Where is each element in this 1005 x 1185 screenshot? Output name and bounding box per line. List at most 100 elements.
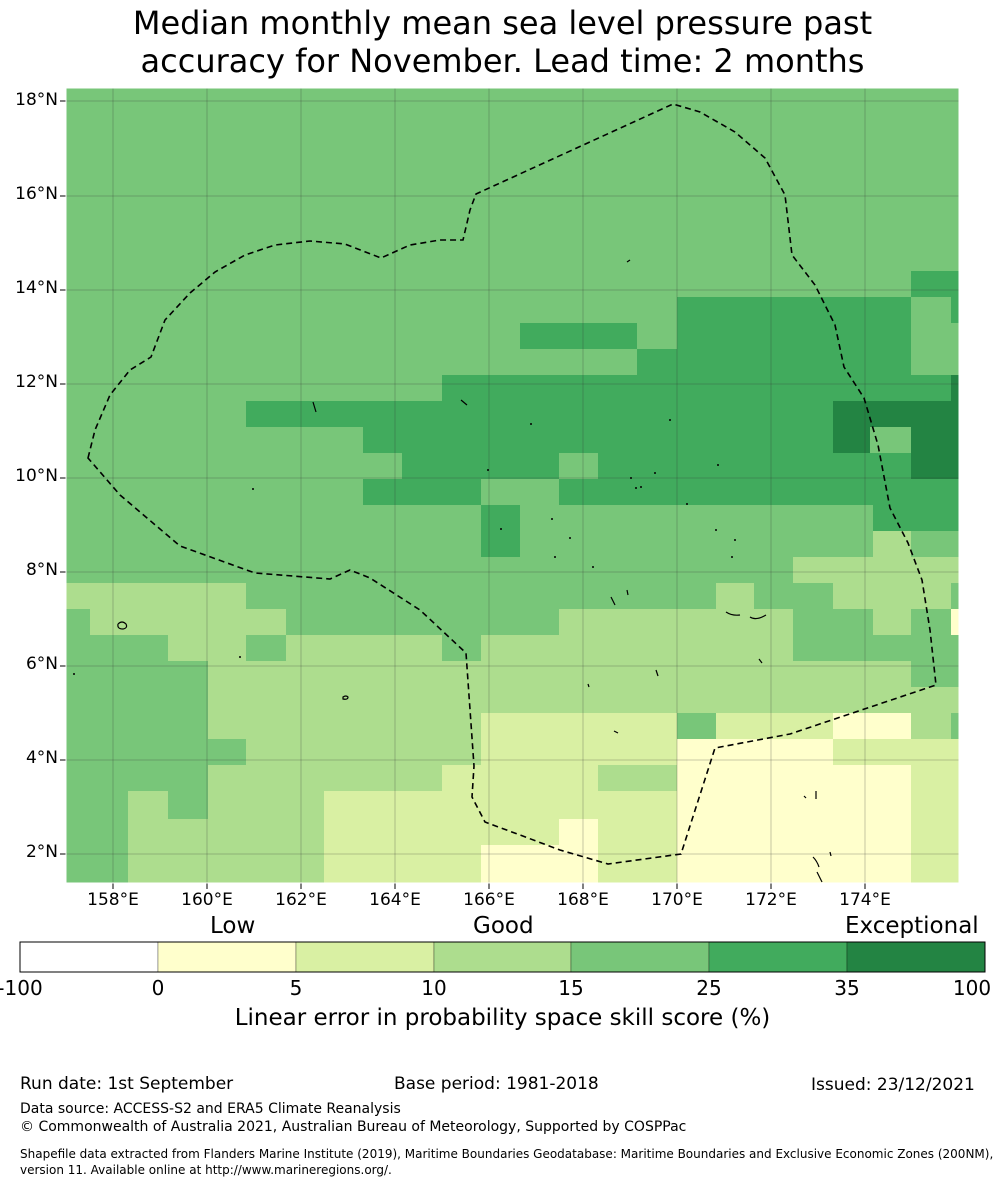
colorbar-bin xyxy=(295,941,435,973)
skill-cell xyxy=(637,349,677,375)
skill-cell xyxy=(833,401,959,427)
colorbar xyxy=(19,941,986,973)
skill-cell xyxy=(481,505,520,557)
map-title-line-2: accuracy for November. Lead time: 2 mont… xyxy=(140,42,865,80)
island-dot xyxy=(654,472,656,474)
skill-cell xyxy=(793,557,951,583)
colorbar-bin xyxy=(19,941,159,973)
island-dot xyxy=(487,469,489,471)
lon-label-162e: 162°E xyxy=(275,890,327,910)
lat-label-10n: 10°N xyxy=(15,466,58,486)
skill-cell xyxy=(481,713,677,765)
island-dot xyxy=(686,503,688,505)
skill-cell xyxy=(66,609,90,635)
skill-cell xyxy=(481,845,598,883)
colorbar-tick: 10 xyxy=(421,976,447,1000)
skill-cell xyxy=(66,791,128,883)
island-dot xyxy=(252,488,254,490)
copyright-notice: © Commonwealth of Australia 2021, Austra… xyxy=(20,1119,687,1135)
skill-cell xyxy=(66,661,208,739)
island-dot xyxy=(731,556,733,558)
island-dot xyxy=(640,486,642,488)
skill-cell xyxy=(951,609,959,635)
skill-cell xyxy=(286,635,442,661)
island-outline xyxy=(758,658,763,664)
island-dot xyxy=(630,477,632,479)
skill-cell xyxy=(677,739,833,845)
skill-cell xyxy=(559,635,793,661)
skill-cell xyxy=(873,505,959,531)
colorbar-tick: 35 xyxy=(834,976,860,1000)
base-period: Base period: 1981-2018 xyxy=(394,1074,599,1094)
colorbar-tick: -100 xyxy=(0,976,43,1000)
lon-label-172e: 172°E xyxy=(745,890,797,910)
lat-label-18n: 18°N xyxy=(15,90,58,110)
colorbar-tick: 0 xyxy=(151,976,165,1000)
skill-cell xyxy=(559,479,959,505)
skill-cell xyxy=(246,401,833,427)
map-frame xyxy=(65,87,960,884)
colorbar-bin xyxy=(433,941,572,973)
skill-cell xyxy=(793,713,833,739)
island-dot xyxy=(530,423,532,425)
skill-cell xyxy=(208,791,324,883)
colorbar-frame xyxy=(19,941,986,973)
skill-cell xyxy=(951,557,959,583)
skill-cell xyxy=(677,297,911,375)
skill-cell xyxy=(716,713,793,739)
island-dot xyxy=(717,464,719,466)
island-outline xyxy=(613,730,619,734)
skill-cell xyxy=(833,713,911,739)
lat-label-2n: 2°N xyxy=(25,842,58,862)
skill-cell xyxy=(66,635,168,661)
skill-cell xyxy=(793,609,873,661)
skill-cell xyxy=(246,635,286,661)
island-outline xyxy=(816,871,823,883)
skill-cell xyxy=(442,375,951,401)
skill-cell xyxy=(951,375,959,401)
skill-cell xyxy=(66,609,286,635)
lon-label-166e: 166°E xyxy=(463,890,515,910)
skill-cell xyxy=(873,531,911,557)
island-dot xyxy=(592,566,594,568)
skill-cell xyxy=(442,765,598,791)
skill-cell xyxy=(754,583,793,609)
skill-cell xyxy=(246,739,481,765)
skill-cell xyxy=(208,713,481,739)
island-outline xyxy=(812,856,820,868)
skill-cell xyxy=(559,453,598,479)
lat-label-8n: 8°N xyxy=(25,560,58,580)
colorbar-bin xyxy=(708,941,848,973)
skill-cell xyxy=(911,271,959,297)
colorbar-bin xyxy=(157,941,297,973)
eez-boundary xyxy=(87,103,937,865)
island-outline xyxy=(655,669,659,677)
lat-label-14n: 14°N xyxy=(15,278,58,298)
lat-label-6n: 6°N xyxy=(25,654,58,674)
island-dot xyxy=(551,518,553,520)
skill-cell xyxy=(168,819,208,883)
skill-cell xyxy=(128,791,168,883)
skill-cell xyxy=(598,453,911,479)
lon-label-160e: 160°E xyxy=(181,890,233,910)
skill-cell xyxy=(873,845,911,871)
lon-label-158e: 158°E xyxy=(87,890,139,910)
lat-label-12n: 12°N xyxy=(15,372,58,392)
skill-cell xyxy=(402,453,559,479)
skill-cell xyxy=(677,845,911,883)
island-dot xyxy=(554,556,556,558)
run-date: Run date: 1st September xyxy=(20,1074,234,1094)
island-dot xyxy=(73,673,75,675)
skill-cell xyxy=(520,323,637,349)
skill-cell xyxy=(911,713,951,739)
skill-cell xyxy=(324,791,677,845)
skill-cell xyxy=(911,297,951,323)
lat-label-16n: 16°N xyxy=(15,184,58,204)
island-outline xyxy=(803,795,807,799)
shapefile-credit-line-2: version 11. Available online at http://w… xyxy=(20,1163,392,1177)
legend-category-good: Good xyxy=(473,913,534,939)
island-outline xyxy=(725,611,741,616)
skill-cell xyxy=(833,765,911,845)
skill-cell xyxy=(66,739,246,765)
